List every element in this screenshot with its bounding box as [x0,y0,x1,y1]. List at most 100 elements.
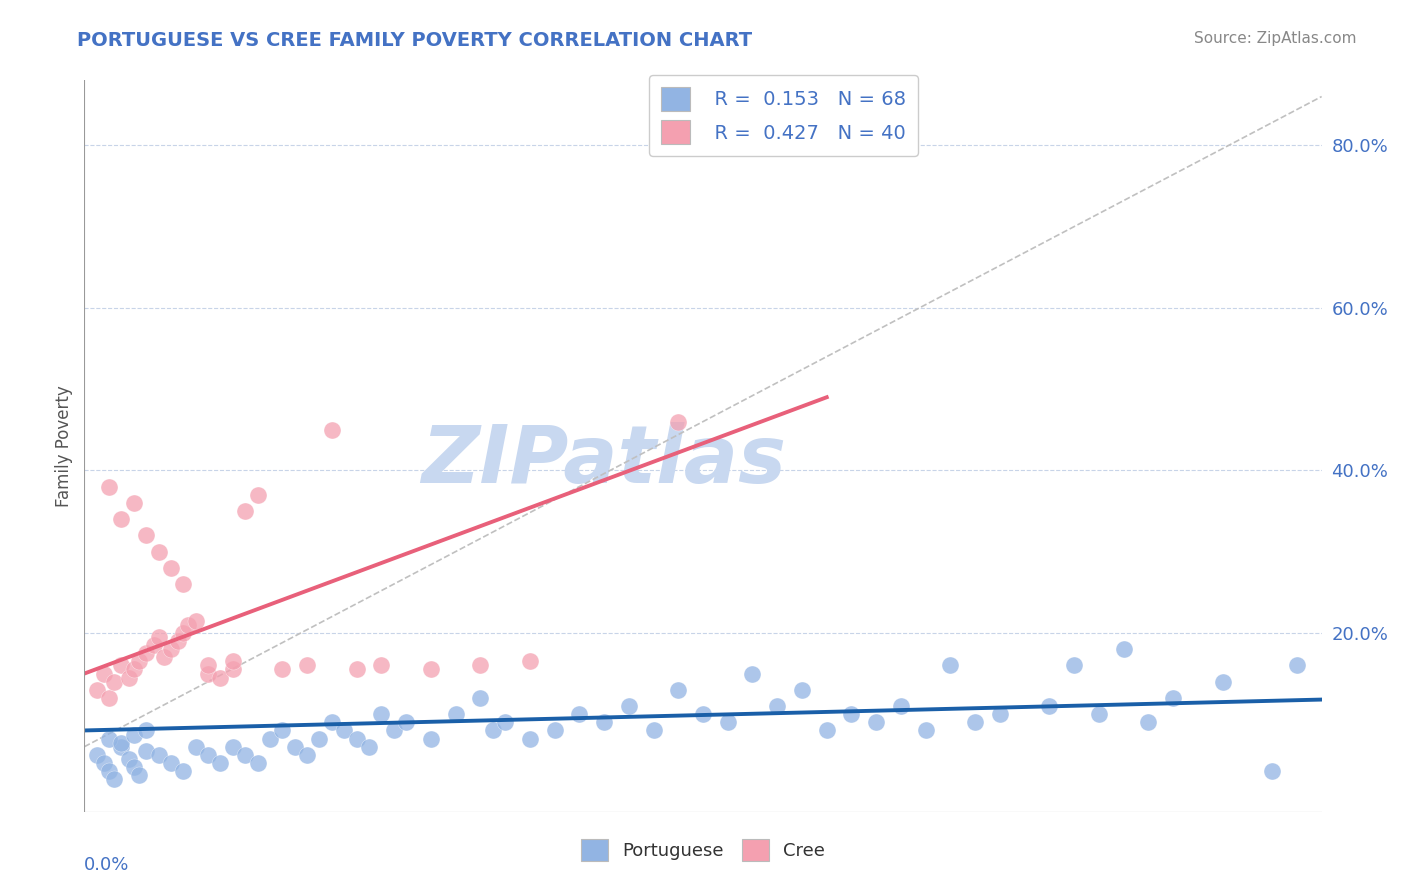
Point [346,663,368,677]
Point [135,528,157,542]
Point [233,504,256,518]
Point [172,626,194,640]
Text: PORTUGUESE VS CREE FAMILY POVERTY CORRELATION CHART: PORTUGUESE VS CREE FAMILY POVERTY CORREL… [77,31,752,50]
Point [593,715,616,730]
Point [98,731,121,746]
Point [222,654,245,668]
Point [321,423,343,437]
Point [271,663,294,677]
Point [122,760,145,774]
Point [128,654,150,668]
Point [98,764,121,778]
Point [148,544,170,558]
Legend: Portuguese, Cree: Portuguese, Cree [574,832,832,869]
Point [1088,707,1111,722]
Point [160,561,183,575]
Point [617,699,640,714]
Point [233,747,256,762]
Point [122,727,145,741]
Point [284,739,307,754]
Point [741,666,763,681]
Point [172,764,194,778]
Point [103,674,125,689]
Point [103,772,125,787]
Point [197,666,219,681]
Point [1038,699,1060,714]
Point [142,638,165,652]
Point [494,715,516,730]
Point [197,658,219,673]
Point [308,731,330,746]
Text: Source: ZipAtlas.com: Source: ZipAtlas.com [1194,31,1357,46]
Point [939,658,962,673]
Point [1212,674,1234,689]
Point [222,739,245,754]
Point [172,577,194,591]
Point [93,666,115,681]
Point [370,658,392,673]
Point [122,663,145,677]
Point [395,715,418,730]
Point [470,658,492,673]
Point [543,723,565,738]
Point [444,707,467,722]
Point [1112,642,1135,657]
Point [98,690,121,705]
Point [692,707,714,722]
Point [160,756,183,770]
Point [152,650,174,665]
Point [118,671,141,685]
Point [519,654,541,668]
Point [98,480,121,494]
Point [333,723,356,738]
Text: 0.0%: 0.0% [84,855,129,873]
Point [815,723,838,738]
Point [914,723,936,738]
Point [148,630,170,644]
Point [184,739,207,754]
Point [110,512,132,526]
Point [135,646,157,660]
Point [184,614,207,628]
Point [148,747,170,762]
Point [790,682,813,697]
Point [666,415,689,429]
Point [890,699,912,714]
Point [135,723,157,738]
Point [93,756,115,770]
Point [295,658,318,673]
Point [110,736,132,750]
Point [110,739,132,754]
Point [209,671,232,685]
Point [222,663,245,677]
Point [177,617,200,632]
Point [1137,715,1160,730]
Point [382,723,405,738]
Point [160,642,183,657]
Point [86,682,108,697]
Point [246,756,269,770]
Point [110,658,132,673]
Point [841,707,863,722]
Point [118,752,141,766]
Point [643,723,665,738]
Point [128,768,150,782]
Point [135,744,157,758]
Point [568,707,591,722]
Point [1161,690,1184,705]
Point [419,663,441,677]
Point [766,699,789,714]
Point [321,715,343,730]
Point [86,747,108,762]
Point [346,731,368,746]
Point [271,723,294,738]
Point [1063,658,1085,673]
Point [965,715,987,730]
Point [717,715,740,730]
Text: ZIPatlas: ZIPatlas [422,422,786,500]
Point [1261,764,1284,778]
Point [370,707,392,722]
Point [122,496,145,510]
Point [167,634,190,648]
Point [259,731,281,746]
